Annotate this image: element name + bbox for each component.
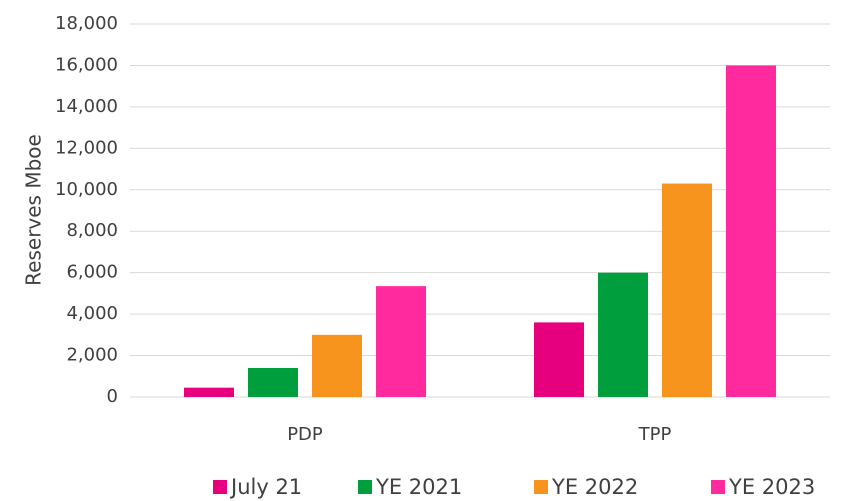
y-axis-title: Reserves Mboe <box>22 134 46 286</box>
bar <box>726 65 776 397</box>
y-tick-label: 18,000 <box>55 13 118 34</box>
legend-label: YE 2023 <box>728 475 815 499</box>
y-tick-label: 8,000 <box>66 220 118 241</box>
bar <box>376 286 426 397</box>
bar <box>598 272 648 397</box>
legend-swatch <box>711 480 725 494</box>
y-tick-label: 12,000 <box>55 137 118 158</box>
y-tick-label: 16,000 <box>55 54 118 75</box>
y-tick-label: 4,000 <box>66 303 118 324</box>
bar <box>312 334 362 397</box>
legend-label: YE 2022 <box>551 475 638 499</box>
y-tick-label: 2,000 <box>66 345 118 366</box>
bar <box>534 322 584 397</box>
legend-swatch <box>534 480 548 494</box>
y-tick-label: 6,000 <box>66 262 118 283</box>
legend-swatch <box>213 480 227 494</box>
y-tick-label: 10,000 <box>55 179 118 200</box>
legend-swatch <box>358 480 372 494</box>
legend-label: YE 2021 <box>375 475 462 499</box>
bar <box>662 183 712 397</box>
y-tick-label: 14,000 <box>55 96 118 117</box>
bar <box>248 367 298 397</box>
y-tick-label: 0 <box>107 386 118 407</box>
legend-label: July 21 <box>229 475 302 499</box>
x-tick-label: TPP <box>638 424 672 445</box>
x-tick-label: PDP <box>287 424 323 445</box>
bar <box>184 387 234 397</box>
